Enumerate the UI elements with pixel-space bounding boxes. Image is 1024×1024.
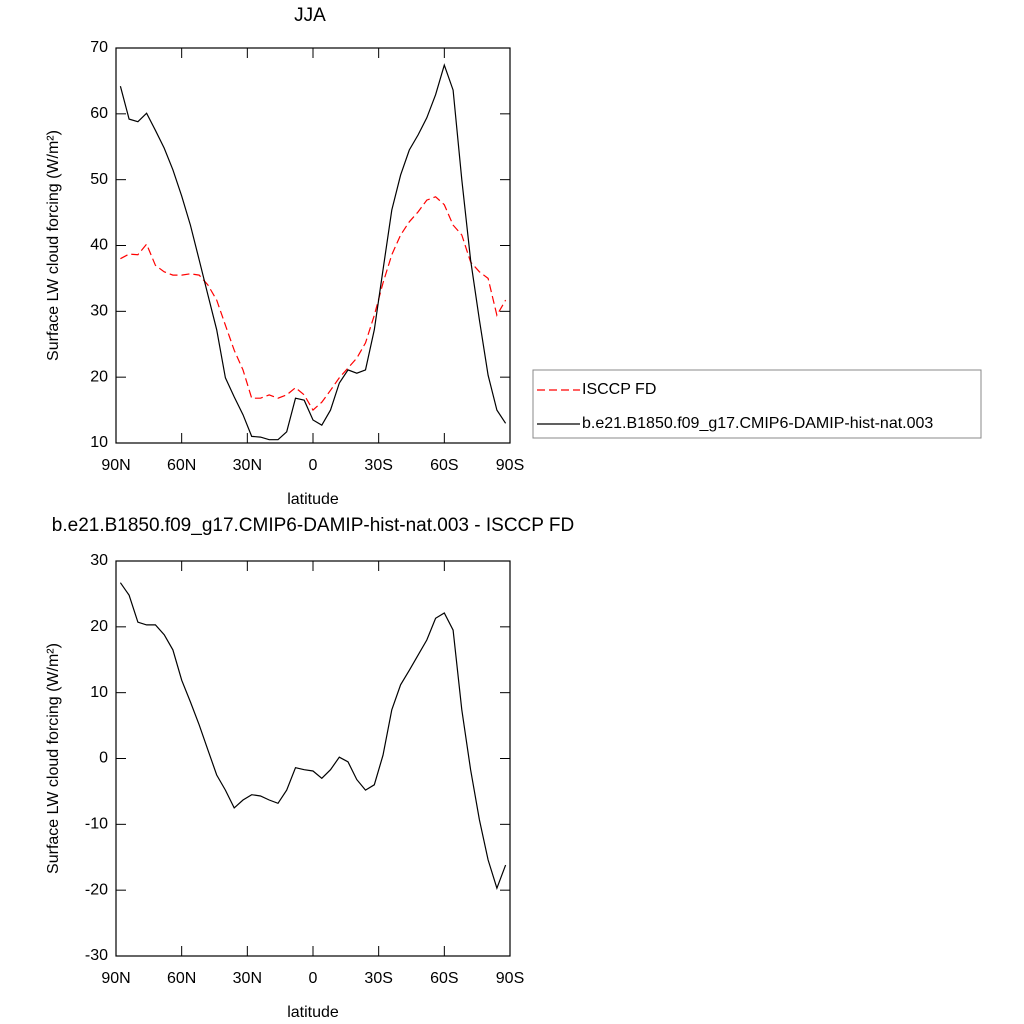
x-tick-label: 60S	[430, 970, 458, 987]
x-tick-label: 30N	[233, 970, 262, 987]
x-tick-label: 0	[309, 970, 318, 987]
x-axis-label: latitude	[287, 491, 339, 508]
y-tick-label: 10	[90, 434, 108, 451]
x-tick-label: 90S	[496, 970, 524, 987]
series-line	[120, 196, 507, 412]
y-tick-label: 60	[90, 105, 108, 122]
y-tick-label: 30	[90, 303, 108, 320]
y-tick-label: -20	[85, 881, 108, 898]
y-axis-label: Surface LW cloud forcing (W/m²)	[45, 130, 62, 361]
x-tick-label: 60N	[167, 457, 196, 474]
x-tick-label: 60S	[430, 457, 458, 474]
x-tick-label: 90N	[101, 457, 130, 474]
y-axis-label: Surface LW cloud forcing (W/m²)	[45, 643, 62, 874]
x-tick-label: 0	[309, 457, 318, 474]
y-tick-label: 50	[90, 171, 108, 188]
y-tick-label: 10	[90, 684, 108, 701]
legend-label: b.e21.B1850.f09_g17.CMIP6-DAMIP-hist-nat…	[582, 415, 933, 432]
y-tick-label: -10	[85, 816, 108, 833]
series-line	[119, 582, 507, 891]
plot-frame	[115, 47, 511, 444]
x-axis-label: latitude	[287, 1004, 339, 1021]
x-tick-label: 60N	[167, 970, 196, 987]
y-tick-label: 30	[90, 552, 108, 569]
y-tick-label: -30	[85, 947, 108, 964]
chart-title: b.e21.B1850.f09_g17.CMIP6-DAMIP-hist-nat…	[52, 515, 574, 536]
legend-label: ISCCP FD	[582, 381, 656, 398]
chart-title: JJA	[294, 5, 326, 26]
series-line	[119, 63, 507, 441]
x-tick-label: 90N	[101, 970, 130, 987]
y-tick-label: 20	[90, 618, 108, 635]
x-tick-label: 30N	[233, 457, 262, 474]
y-tick-label: 40	[90, 237, 108, 254]
y-tick-label: 70	[90, 39, 108, 56]
x-tick-label: 30S	[364, 457, 392, 474]
legend-box	[532, 369, 982, 439]
x-tick-label: 90S	[496, 457, 524, 474]
plot-frame	[115, 560, 511, 957]
x-tick-label: 30S	[364, 970, 392, 987]
y-tick-label: 20	[90, 368, 108, 385]
y-tick-label: 0	[99, 750, 108, 767]
